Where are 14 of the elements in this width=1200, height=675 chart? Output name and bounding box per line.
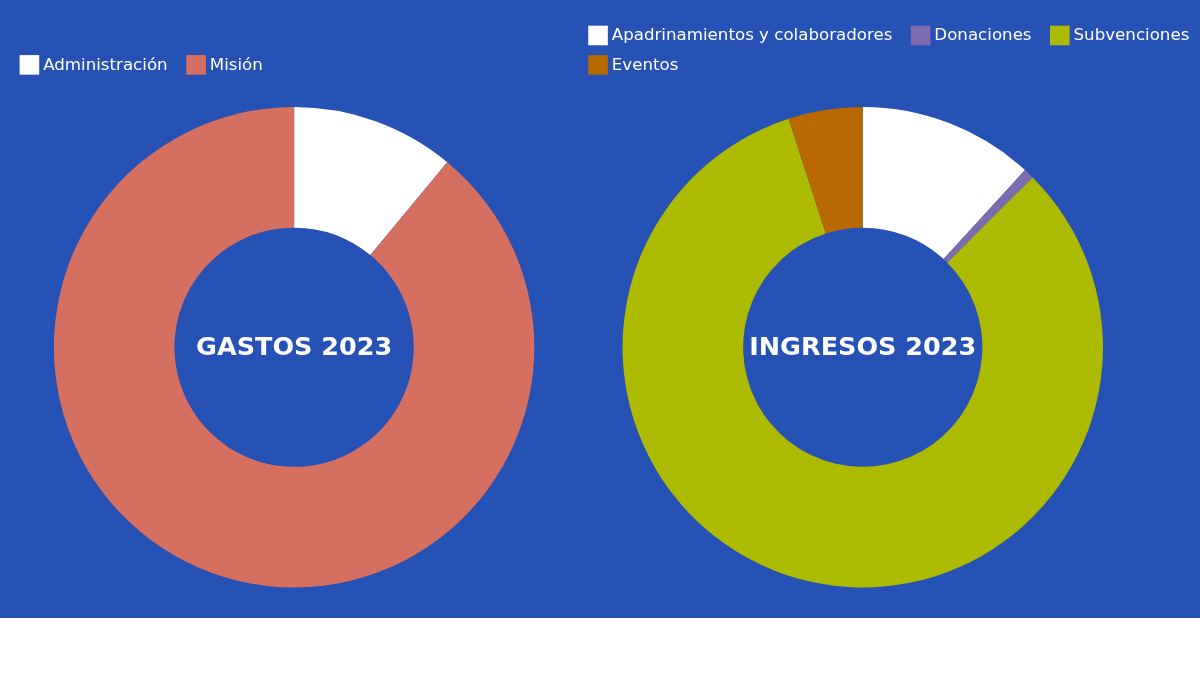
donut-slice xyxy=(862,107,1025,260)
donut-slice xyxy=(943,170,1033,263)
legend-label: Eventos xyxy=(611,54,679,74)
donut-slice xyxy=(54,107,535,588)
donut-slice xyxy=(622,118,1103,588)
legend-label: Administración xyxy=(43,54,168,74)
legend-label: Donaciones xyxy=(934,25,1032,45)
legend-label: Apadrinamientos y colaboradores xyxy=(611,25,893,45)
donut-slice xyxy=(294,107,448,256)
donut-slice xyxy=(788,107,863,234)
text: GASTOS 2023 xyxy=(196,331,393,362)
text: INGRESOS 2023 xyxy=(749,331,977,362)
legend-label: Subvenciones xyxy=(1073,25,1190,45)
legend-label: Misión xyxy=(209,54,263,74)
